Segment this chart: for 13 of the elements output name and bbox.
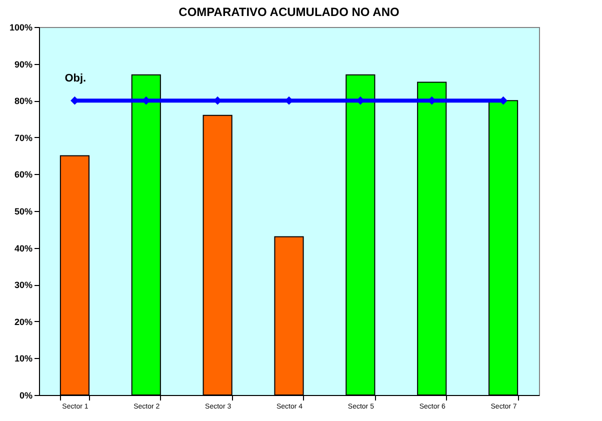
y-tick-label: 100% — [9, 22, 32, 32]
y-tick-label: 0% — [19, 390, 32, 400]
y-tick-label: 20% — [14, 316, 32, 327]
y-tick-label: 10% — [14, 354, 32, 364]
y-tick-label: 50% — [14, 206, 32, 216]
y-tick-label: 40% — [14, 243, 32, 254]
series-label: Obj. — [64, 72, 86, 85]
y-tick-label: 30% — [14, 280, 32, 290]
y-tick-label: 80% — [14, 96, 32, 106]
y-tick-label: 70% — [14, 132, 32, 143]
y-tick-label: 90% — [14, 59, 32, 70]
y-tick-label: 60% — [14, 170, 32, 180]
chart-title: COMPARATIVO ACUMULADO NO ANO — [178, 5, 400, 19]
